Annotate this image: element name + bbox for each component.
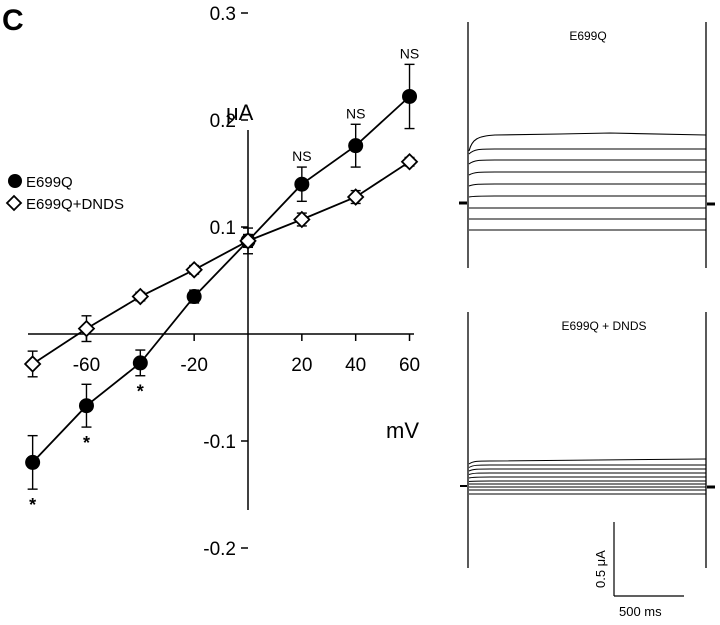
y-tick-label: -0.1 [203, 432, 236, 453]
iv-chart: -60 -20 20 40 60 0.30.20.1-0.1-0.2 μA mV ***… [5, 4, 420, 560]
scale-current-label: 0.5 μA [593, 550, 608, 588]
series-markers [23, 88, 419, 470]
current-trace [468, 183, 706, 187]
y-axis-label: μA [226, 100, 254, 125]
legend-marker-open-diamond [5, 194, 23, 212]
data-point [186, 289, 202, 305]
bottom-current-traces [468, 458, 707, 495]
x-ticks: -60 -20 20 40 60 [73, 334, 420, 376]
data-point [239, 232, 257, 250]
y-tick-label: 0.2 [210, 111, 236, 132]
ns-label: NS [292, 148, 311, 164]
bottom-trace-title: E699Q + DNDS [561, 319, 646, 333]
significance-annotations: * * * NS NS NS [29, 45, 419, 515]
significance-asterisk: * [29, 495, 36, 515]
legend: E699Q E699Q+DNDS [5, 174, 124, 213]
data-point [294, 176, 310, 192]
ns-label: NS [346, 105, 365, 121]
current-trace [468, 159, 706, 165]
legend-label-e699q: E699Q [26, 174, 73, 191]
current-trace [468, 468, 706, 472]
current-trace [468, 464, 706, 468]
x-tick-label: -60 [73, 355, 100, 376]
data-point [131, 287, 150, 306]
x-tick-label: 20 [291, 355, 312, 376]
y-tick-label: 0.1 [210, 218, 236, 239]
current-trace [468, 195, 706, 198]
x-axis-label: mV [386, 418, 419, 443]
series-line-e699q [31, 95, 411, 464]
x-tick-label: -20 [180, 355, 207, 376]
panel-label: C [2, 4, 24, 37]
data-point [77, 319, 96, 338]
data-point [348, 138, 364, 154]
scale-time-label: 500 ms [619, 604, 662, 619]
data-point [185, 261, 203, 279]
legend-marker-filled-circle [8, 174, 22, 188]
data-point [346, 188, 365, 206]
data-point [402, 88, 418, 104]
x-tick-label: 40 [345, 355, 366, 376]
current-trace [468, 458, 707, 465]
top-trace-title: E699Q [569, 29, 606, 43]
series-line-e699q-dnds [32, 160, 410, 365]
y-ticks: 0.3 0.2 0.1 -0.1 -0.2 [203, 4, 248, 560]
legend-label-e699q-dnds: E699Q+DNDS [26, 196, 124, 213]
ns-label: NS [400, 45, 419, 61]
current-trace [468, 132, 707, 152]
data-point [293, 210, 311, 229]
current-trace [468, 476, 706, 479]
y-tick-label: 0.3 [210, 4, 236, 25]
significance-asterisk: * [137, 382, 144, 402]
data-point [23, 355, 42, 373]
top-current-traces [468, 132, 707, 231]
x-tick-label: 60 [399, 355, 420, 376]
current-trace [468, 148, 706, 155]
current-trace [468, 171, 706, 176]
current-trace [468, 472, 706, 475]
data-point [132, 355, 148, 371]
data-point [78, 398, 94, 414]
significance-asterisk: * [83, 433, 90, 453]
traces-panel: E699Q E699Q + DNDS 0.5 μA 500 ms [459, 22, 715, 619]
y-tick-label: -0.2 [203, 539, 236, 560]
current-trace [468, 480, 706, 482]
data-point [25, 454, 41, 470]
series-lines [31, 95, 411, 464]
data-point [400, 152, 419, 171]
